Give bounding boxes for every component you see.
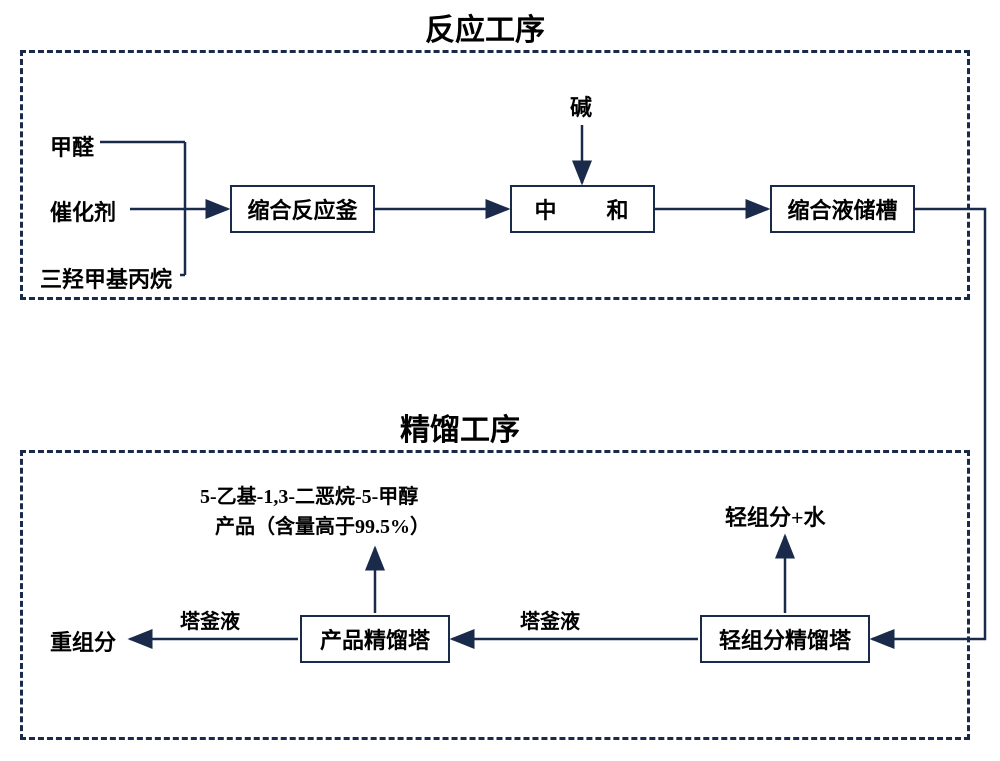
label-product-line1: 5-乙基-1,3-二恶烷-5-甲醇: [200, 480, 418, 509]
label-alkali: 碱: [570, 90, 592, 122]
node-product-tower: 产品精馏塔: [300, 615, 450, 663]
node-condenser: 缩合反应釜: [230, 185, 375, 233]
label-light-water: 轻组分+水: [725, 500, 826, 532]
node-light-tower: 轻组分精馏塔: [700, 615, 870, 663]
section-title-reaction: 反应工序: [425, 5, 545, 49]
label-formaldehyde: 甲醛: [50, 130, 94, 162]
node-storage: 缩合液储槽: [770, 185, 915, 233]
edge-label-tower-liquid-2: 塔釜液: [180, 605, 240, 634]
node-neutralize: 中 和: [510, 185, 655, 233]
label-catalyst: 催化剂: [50, 195, 116, 227]
label-heavy: 重组分: [50, 625, 116, 657]
section-title-distillation: 精馏工序: [400, 405, 520, 449]
label-trimethylolpropane: 三羟甲基丙烷: [40, 262, 172, 294]
label-product-line2: 产品（含量高于99.5%）: [215, 510, 430, 539]
distillation-section-box: [20, 450, 970, 740]
edge-label-tower-liquid-1: 塔釜液: [520, 605, 580, 634]
